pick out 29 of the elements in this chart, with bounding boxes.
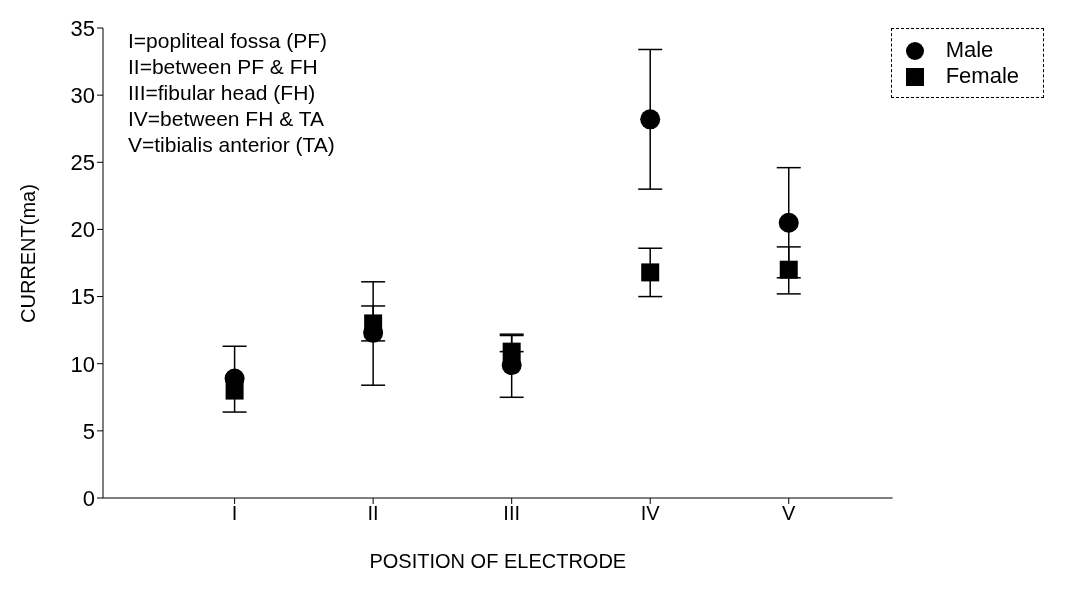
annotation: I=popliteal fossa (PF) <box>128 28 328 54</box>
annotation: III=fibular head (FH) <box>128 80 317 106</box>
point <box>640 109 661 130</box>
y-tick-label: 15 <box>70 284 95 310</box>
annotation: IV=between FH & TA <box>128 106 325 132</box>
point <box>778 212 799 233</box>
x-tick-label: V <box>782 502 797 525</box>
y-tick-label: 35 <box>70 15 95 41</box>
x-tick-label: II <box>367 502 379 525</box>
legend-label: Female <box>945 63 1019 88</box>
point <box>502 342 521 361</box>
y-tick-label: 10 <box>70 351 95 377</box>
legend-label: Male <box>945 37 994 62</box>
y-tick-label: 20 <box>70 217 95 243</box>
x-tick-label: III <box>503 502 521 525</box>
point <box>779 260 798 279</box>
point <box>225 381 244 400</box>
y-axis-title: CURRENT(ma) <box>17 184 40 323</box>
y-tick-label: 0 <box>82 485 95 511</box>
annotation: II=between PF & FH <box>128 54 319 80</box>
x-tick-label: I <box>231 502 238 525</box>
x-axis-title: POSITION OF ELECTRODE <box>369 550 627 572</box>
annotation: V=tibialis anterior (TA) <box>128 132 335 158</box>
x-tick-label: IV <box>640 502 661 525</box>
point <box>641 263 660 282</box>
y-tick-label: 5 <box>82 418 95 444</box>
y-tick-label: 25 <box>70 150 95 176</box>
y-tick-label: 30 <box>70 82 95 108</box>
point <box>364 314 383 333</box>
